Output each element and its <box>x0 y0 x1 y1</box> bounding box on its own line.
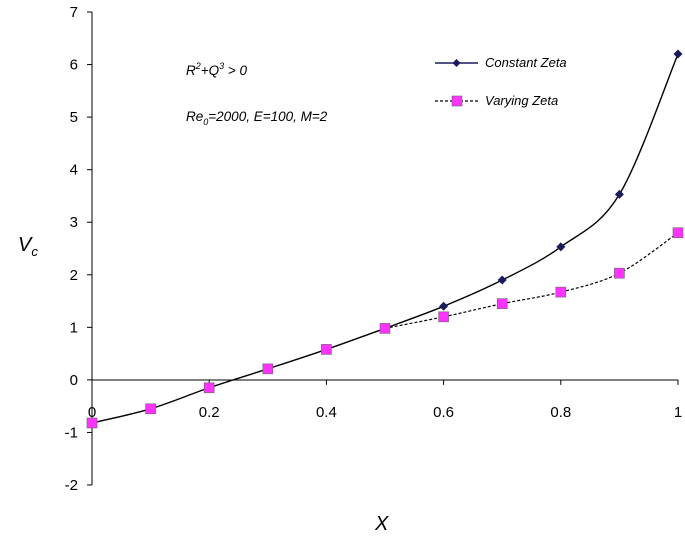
y-tick-label: 2 <box>70 267 78 284</box>
constant-zeta-point <box>614 189 624 199</box>
constant-zeta-point <box>556 242 566 252</box>
y-tick-label: 3 <box>70 214 78 231</box>
series-line-varying-zeta <box>384 232 679 329</box>
legend-label-varying-zeta: Varying Zeta <box>485 93 558 108</box>
varying-zeta-point <box>496 298 508 309</box>
y-tick-label: 4 <box>70 162 78 179</box>
series-markers <box>86 49 684 429</box>
x-tick-label: 0.4 <box>316 404 337 421</box>
varying-zeta-point <box>262 363 274 375</box>
y-tick-label: 5 <box>70 109 78 126</box>
varying-zeta-point <box>145 403 156 415</box>
varying-zeta-point <box>86 417 98 429</box>
y-tick-label: 0 <box>70 372 78 389</box>
legend-marker-constant-zeta <box>452 59 461 67</box>
series-lines <box>91 53 679 424</box>
y-tick-label: -1 <box>65 424 78 441</box>
y-axis-ticks: -2 -1 0 1 2 3 4 5 6 7 <box>65 4 92 494</box>
legend-marker-varying-zeta <box>451 95 463 107</box>
varying-zeta-point <box>614 267 625 279</box>
x-axis-ticks: 0 0.2 0.4 0.6 0.8 1 <box>88 379 682 421</box>
y-tick-label: 7 <box>70 4 78 21</box>
x-tick-label: 0 <box>88 404 96 421</box>
varying-zeta-point <box>379 323 391 334</box>
constant-zeta-point <box>497 275 507 285</box>
varying-zeta-point <box>203 382 215 394</box>
condition-annotation: R2+Q3 > 0 <box>186 61 248 78</box>
x-axis-title: X <box>374 513 389 535</box>
x-tick-label: 0.2 <box>199 404 220 421</box>
y-axis-title: Vc <box>18 234 38 259</box>
x-tick-label: 1 <box>674 404 682 421</box>
y-tick-label: 1 <box>70 319 78 336</box>
x-tick-label: 0.8 <box>550 404 571 421</box>
y-tick-label: 6 <box>70 57 78 74</box>
varying-zeta-point <box>555 286 567 298</box>
x-tick-label: 0.6 <box>433 404 454 421</box>
varying-zeta-point <box>672 227 684 239</box>
constant-zeta-point <box>673 49 683 59</box>
series-line-shared-segment <box>91 327 386 424</box>
legend: Constant Zeta Varying Zeta <box>435 55 567 108</box>
constant-zeta-point <box>439 301 449 311</box>
y-tick-label: -2 <box>65 477 78 494</box>
parameters-annotation: Re0=2000, E=100, M=2 <box>186 109 328 127</box>
varying-zeta-point <box>321 344 332 355</box>
legend-label-constant-zeta: Constant Zeta <box>485 55 567 70</box>
varying-zeta-point <box>438 311 449 323</box>
